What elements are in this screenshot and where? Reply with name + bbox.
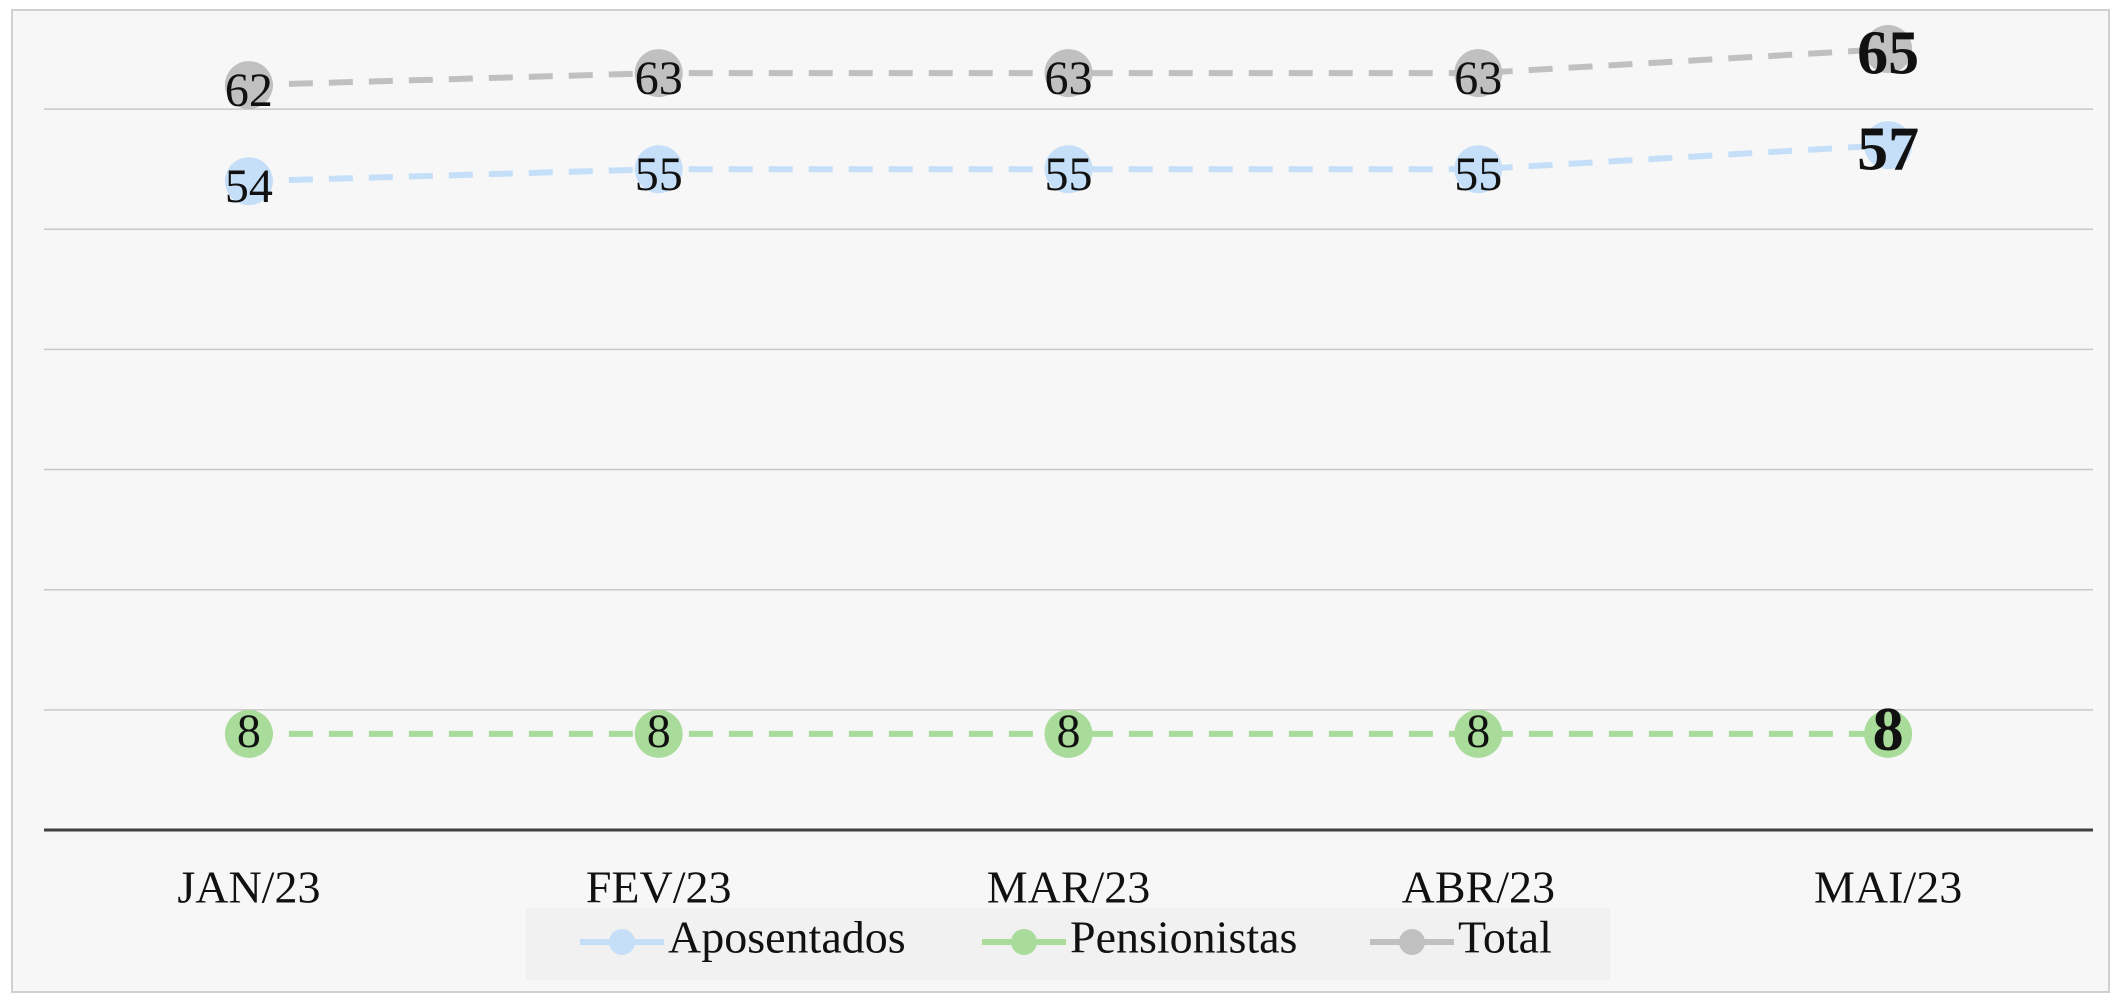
data-point [1454, 709, 1503, 758]
x-tick-label: MAR/23 [987, 862, 1151, 913]
data-point [1044, 145, 1093, 194]
legend-label: Total [1458, 912, 1552, 963]
x-tick-label: MAI/23 [1814, 862, 1962, 913]
data-point [634, 145, 683, 194]
data-point [1864, 121, 1913, 170]
data-label: 62 [225, 64, 273, 117]
x-tick-label: ABR/23 [1402, 862, 1555, 913]
data-label: 54 [225, 160, 273, 213]
legend-marker [609, 929, 635, 955]
data-label: 55 [1454, 148, 1502, 201]
data-label: 63 [1045, 52, 1093, 105]
data-point [634, 49, 683, 98]
legend-label: Aposentados [668, 912, 906, 963]
data-label: 65 [1857, 19, 1919, 87]
data-point [224, 157, 273, 206]
data-label: 63 [635, 52, 683, 105]
x-tick-label: JAN/23 [177, 862, 320, 913]
legend-marker [1399, 929, 1425, 955]
data-label: 8 [1057, 705, 1081, 758]
data-label: 63 [1454, 52, 1502, 105]
data-point [1454, 145, 1503, 194]
data-point [224, 709, 273, 758]
data-label: 8 [647, 705, 671, 758]
data-label: 8 [237, 705, 261, 758]
data-point [1044, 49, 1093, 98]
data-label: 57 [1857, 115, 1919, 183]
data-point [634, 709, 683, 758]
data-label: 55 [1045, 148, 1093, 201]
legend-label: Pensionistas [1070, 912, 1297, 963]
legend-marker [1011, 929, 1037, 955]
data-label: 8 [1466, 705, 1490, 758]
data-label: 8 [1873, 696, 1904, 764]
data-point [1044, 709, 1093, 758]
data-point [1454, 49, 1503, 98]
data-point [1864, 709, 1913, 758]
x-tick-label: FEV/23 [586, 862, 732, 913]
data-point [224, 61, 273, 110]
data-label: 55 [635, 148, 683, 201]
data-point [1864, 25, 1913, 74]
